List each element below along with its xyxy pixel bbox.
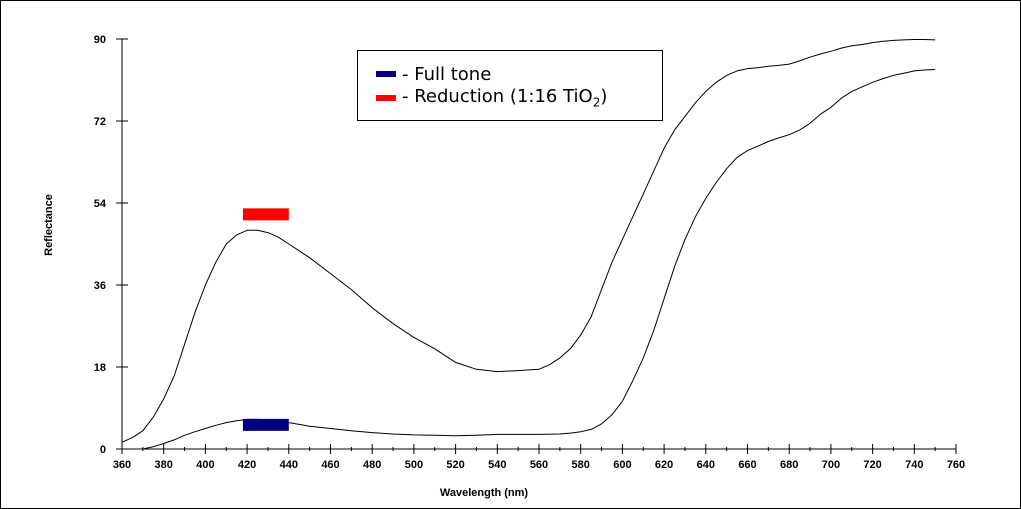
x-axis-title: Wavelength (nm) bbox=[440, 487, 529, 499]
legend-item-full-tone: - Full tone bbox=[376, 62, 491, 86]
y-tick-label: 54 bbox=[94, 198, 107, 210]
series-line-1 bbox=[122, 69, 936, 450]
x-tick-label: 700 bbox=[822, 459, 840, 471]
x-tick-label: 440 bbox=[280, 459, 298, 471]
y-tick-label: 90 bbox=[94, 34, 106, 46]
x-tick-label: 520 bbox=[446, 459, 464, 471]
x-tick-label: 420 bbox=[238, 459, 256, 471]
series-marker-1 bbox=[242, 418, 289, 431]
series-layer bbox=[121, 39, 936, 450]
y-tick-label: 0 bbox=[100, 444, 106, 456]
x-tick-label: 400 bbox=[196, 459, 214, 471]
series-marker-0 bbox=[242, 208, 289, 221]
x-tick-label: 640 bbox=[697, 459, 715, 471]
legend-label-full-tone: - Full tone bbox=[402, 63, 492, 85]
y-axis-title: Reflectance bbox=[43, 194, 55, 256]
x-tick-label: 500 bbox=[405, 459, 423, 471]
series-line-0 bbox=[121, 39, 936, 443]
y-tick-label: 18 bbox=[94, 362, 106, 374]
x-tick-label: 720 bbox=[863, 459, 881, 471]
x-tick-label: 580 bbox=[572, 459, 590, 471]
x-tick-label: 740 bbox=[905, 459, 923, 471]
legend-swatch-reduction bbox=[376, 95, 396, 101]
x-tick-label: 380 bbox=[155, 459, 173, 471]
legend-label-reduction: - Reduction (1:16 TiO2) bbox=[402, 86, 608, 110]
x-tick-label: 600 bbox=[613, 459, 631, 471]
legend: - Full tone - Reduction (1:16 TiO2) bbox=[357, 50, 663, 121]
y-tick-label: 36 bbox=[94, 280, 106, 292]
x-tick-label: 680 bbox=[780, 459, 798, 471]
y-tick-label: 72 bbox=[94, 116, 106, 128]
x-tick-label: 540 bbox=[488, 459, 506, 471]
x-tick-label: 480 bbox=[363, 459, 381, 471]
legend-swatch-full-tone bbox=[376, 71, 396, 77]
legend-item-reduction: - Reduction (1:16 TiO2) bbox=[376, 86, 607, 110]
x-tick-label: 760 bbox=[947, 459, 965, 471]
x-tick-label: 660 bbox=[738, 459, 756, 471]
x-tick-label: 360 bbox=[113, 459, 131, 471]
x-tick-label: 620 bbox=[655, 459, 673, 471]
x-tick-label: 560 bbox=[530, 459, 548, 471]
axes: 360 380 400 420 440 460 480 500 520 540 560 580 600 6… bbox=[94, 34, 965, 471]
x-tick-label: 460 bbox=[321, 459, 339, 471]
